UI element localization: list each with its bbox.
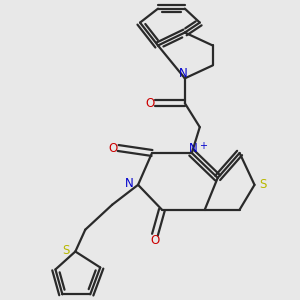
Text: S: S xyxy=(63,244,70,256)
Text: N: N xyxy=(189,142,198,155)
Text: O: O xyxy=(150,234,160,247)
Text: N: N xyxy=(179,67,188,80)
Text: +: + xyxy=(199,141,207,152)
Text: O: O xyxy=(108,142,117,154)
Text: S: S xyxy=(259,178,267,191)
Text: N: N xyxy=(125,177,134,190)
Text: O: O xyxy=(145,97,154,110)
